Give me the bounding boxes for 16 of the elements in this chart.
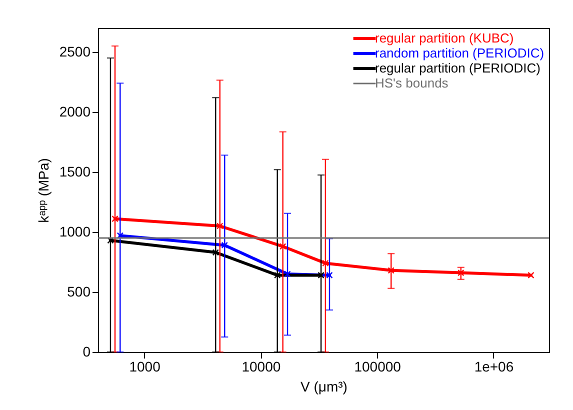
y-tick-label: 500 [67,284,91,300]
y-tick-label: 1000 [59,224,91,240]
legend-label: random partition (PERIODIC) [375,46,544,60]
y-axis-title: kᵃᵖᵖ (MPa) [35,158,52,223]
x-axis-title: V (μm³) [300,378,348,394]
y-tick-label: 2500 [59,44,91,60]
legend-label: HS's bounds [375,76,449,90]
y-tick-label: 0 [82,344,91,360]
x-tick-label: 1000 [129,358,161,374]
x-tick-label: 1e+06 [474,358,514,374]
x-tick-label: 10000 [242,358,281,374]
legend-label: regular partition (PERIODIC) [375,60,540,76]
x-tick-label: 100000 [354,358,402,374]
legend-label: regular partition (KUBC) [375,30,514,46]
y-tick-label: 1500 [59,164,91,180]
y-tick-label: 2000 [59,104,91,120]
